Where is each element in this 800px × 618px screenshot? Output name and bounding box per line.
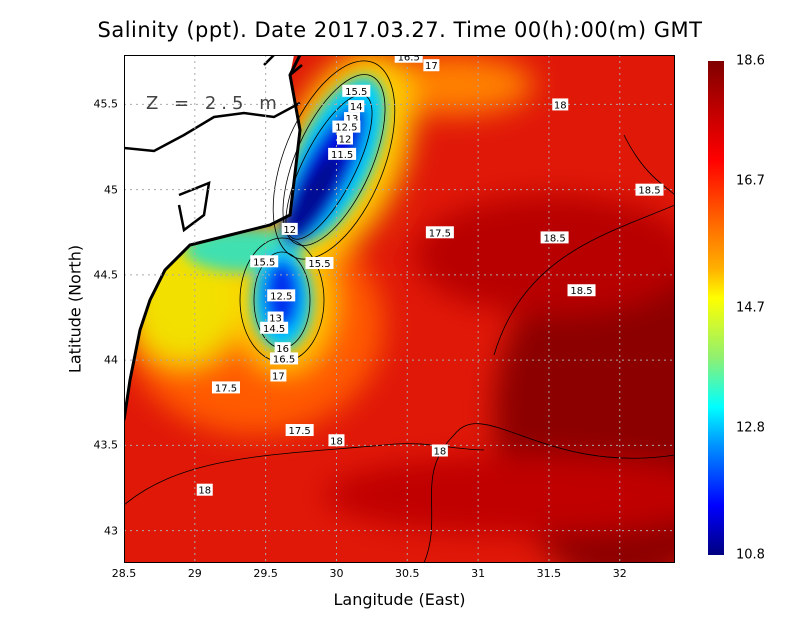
contour-label-text: 12.5	[335, 123, 357, 134]
contour-label: 12.5	[332, 120, 361, 134]
contour-label-text: 18.5	[570, 286, 592, 297]
x-tick-label: 31	[471, 567, 486, 580]
depth-label: Z = 2.5 m	[146, 93, 282, 114]
border-lines	[124, 55, 303, 233]
contour-label-text: 18.5	[638, 186, 660, 197]
contour-label: 15.5	[250, 255, 279, 268]
y-tick-label: 45	[104, 183, 118, 197]
contour-label-text: 12	[339, 135, 352, 146]
colorbar-tick-label: 12.8	[736, 420, 765, 436]
x-tick-label: 30	[329, 567, 344, 580]
contour-label-text: 17.5	[429, 228, 451, 239]
contour-label: 17	[270, 369, 287, 382]
contour-label: 17.5	[425, 226, 454, 239]
contour-label-text: 18	[330, 436, 343, 447]
contour-label-text: 16.5	[398, 55, 420, 64]
contour-label: 17.5	[285, 424, 314, 437]
colorbar-tick-label: 18.6	[736, 53, 765, 69]
contour-label-text: 18	[434, 446, 447, 457]
contour-label: 18.5	[567, 284, 596, 297]
contour-label: 13	[267, 311, 284, 325]
colorbar-tick-label: 10.8	[736, 547, 765, 563]
contour-label: 17.5	[211, 381, 240, 394]
contour-label-text: 12.5	[270, 291, 292, 302]
contour-label: 16	[274, 342, 291, 355]
y-axis-label: Latitude (North)	[65, 244, 85, 374]
contour-label-text: 18.5	[543, 233, 565, 244]
contour-label-text: 18	[554, 100, 567, 111]
contour-label-text: 17	[272, 371, 285, 382]
x-tick-label: 30.5	[395, 567, 420, 580]
y-tick-label: 44	[104, 353, 118, 367]
contour-label-text: 16.5	[273, 354, 295, 365]
contour-label: 11.5	[328, 147, 357, 161]
contour-label-text: 12	[283, 225, 296, 236]
contour-label-text: 13	[346, 114, 359, 125]
contour-label-text: 14.5	[263, 324, 285, 335]
contour-label-text: 15.5	[345, 87, 367, 98]
x-tick-label: 32	[612, 567, 627, 580]
contour-label-text: 13	[269, 314, 282, 325]
grid	[124, 55, 675, 563]
contour-label: 18.5	[635, 183, 664, 197]
contour-label-text: 15.5	[253, 257, 275, 268]
contour-label: 18	[328, 434, 345, 447]
y-tick-label: 44.5	[93, 268, 119, 282]
contour-label: 18	[552, 98, 569, 111]
contour-label: 17	[423, 59, 440, 72]
contour-label: 18	[196, 483, 213, 497]
x-axis-label: Langitude (East)	[333, 590, 466, 609]
contour-label-text: 17	[425, 61, 438, 72]
x-tick-label: 29	[187, 567, 202, 580]
land	[124, 55, 300, 420]
contour-label: 15.5	[305, 256, 334, 270]
colorbar	[708, 61, 724, 555]
x-tick-label: 29.5	[253, 567, 278, 580]
contour-label-text: 15.5	[308, 259, 330, 270]
contour-label: 14	[348, 100, 365, 113]
contour-label: 18.5	[540, 231, 569, 244]
contour-label-text: 18	[198, 486, 211, 497]
contour-label: 12	[336, 132, 353, 146]
contour-lines	[124, 60, 675, 563]
contour-label: 15.5	[342, 84, 371, 98]
y-tick-label: 43	[104, 524, 118, 538]
contour-label: 12.5	[267, 289, 296, 302]
contour-label-text: 17.5	[289, 426, 311, 437]
contour-label: 16.5	[394, 55, 423, 64]
contour-label-text: 11.5	[331, 150, 353, 161]
colorbar-tick-label: 14.7	[736, 300, 765, 316]
colorbar-tick-label: 16.7	[736, 173, 765, 189]
coastline	[124, 55, 302, 421]
contour-label-text: 14	[350, 102, 363, 113]
chart-title: Salinity (ppt). Date 2017.03.27. Time 00…	[97, 18, 703, 42]
contour-label: 12	[281, 222, 298, 236]
x-tick-label: 31.5	[536, 567, 562, 580]
contour-label: 18	[431, 444, 448, 457]
x-tick-label: 28.5	[111, 567, 137, 580]
y-tick-label: 43.5	[93, 438, 119, 452]
y-tick-label: 45.5	[93, 97, 119, 111]
contour-label: 14.5	[260, 321, 289, 335]
contour-label: 16.5	[270, 352, 299, 365]
contour-label-text: 16	[276, 344, 289, 355]
contour-label-text: 17.5	[215, 383, 237, 394]
